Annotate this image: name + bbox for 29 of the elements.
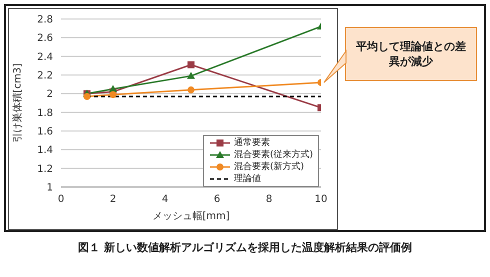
y-tick-label: 1.2 [37,164,53,175]
y-tick-label: 2.4 [37,52,53,63]
point [188,61,194,68]
x-tick-label: 10 [314,194,328,206]
point [110,91,116,98]
text: 平均して理論値との差異が減少 [345,27,477,81]
x-axis-title: メッシュ幅[mm] [152,210,230,222]
y-tick-label: 2.8 [37,14,53,26]
y-tick-label: 1 [46,182,53,194]
point [188,86,194,94]
y-tick-label: 2 [46,89,53,100]
caption: 図１ 新しい数値解析アルゴリズムを採用した温度解析結果の評価例 [77,240,413,255]
x-tick-label: 8 [266,194,272,206]
y-tick-label: 1.4 [37,145,53,156]
point [187,72,195,79]
y-tick-label: 1.8 [37,108,53,119]
point [84,92,90,100]
legend-label: 混合要素(新方式) [234,161,304,173]
x-tick-label: 0 [58,194,64,206]
x-tick-label: 6 [214,194,220,206]
y-axis-title: 引け巣体積[cm3] [12,63,24,143]
y-tick-label: 2.2 [37,70,53,82]
legend-label: 理論値 [234,173,261,185]
y-tick-label: 1.6 [37,126,53,138]
legend-label: 混合要素(従来方式) [234,149,313,161]
y-tick-label: 2.6 [37,33,53,44]
x-tick-label: 4 [162,194,168,206]
x-tick-label: 2 [110,194,116,206]
legend-label: 通常要素 [234,137,270,149]
